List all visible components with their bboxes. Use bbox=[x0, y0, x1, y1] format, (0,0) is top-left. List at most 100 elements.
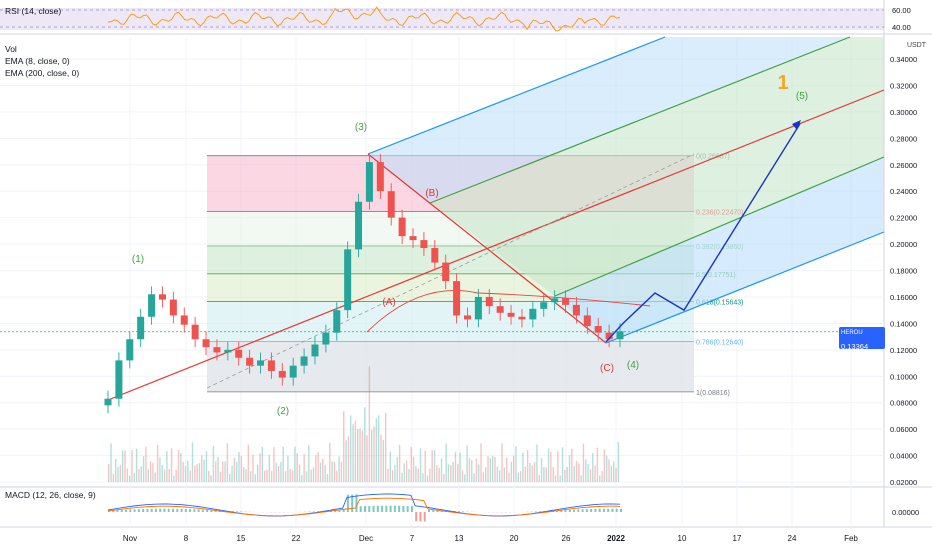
macd-histogram-bar bbox=[594, 508, 597, 512]
volume-bar bbox=[133, 472, 135, 482]
volume-bar bbox=[210, 475, 212, 482]
pitchfork-zone bbox=[368, 37, 850, 203]
x-tick-label: 17 bbox=[733, 534, 742, 543]
volume-bar bbox=[494, 456, 496, 482]
macd-histogram-bar bbox=[137, 509, 140, 512]
candle-body bbox=[126, 339, 134, 361]
volume-bar bbox=[384, 412, 387, 482]
volume-bar bbox=[510, 461, 513, 482]
volume-bar bbox=[464, 474, 466, 482]
volume-bar bbox=[187, 460, 189, 482]
volume-bar bbox=[594, 465, 596, 482]
candle-body bbox=[344, 249, 352, 311]
volume-bar bbox=[280, 461, 282, 482]
macd-histogram-bar bbox=[415, 512, 418, 522]
candle-body bbox=[409, 236, 417, 241]
volume-bar bbox=[480, 443, 482, 482]
volume-bar bbox=[380, 434, 382, 482]
macd-histogram-bar bbox=[159, 508, 162, 512]
volume-bar bbox=[312, 467, 315, 482]
macd-histogram-bar bbox=[620, 508, 622, 512]
volume-bar bbox=[557, 451, 559, 482]
macd-histogram-bar bbox=[602, 508, 605, 512]
macd-histogram-bar bbox=[176, 508, 179, 512]
candle-body bbox=[387, 191, 395, 218]
candle-body bbox=[289, 365, 297, 378]
macd-histogram-bar bbox=[334, 510, 337, 512]
volume-bar bbox=[324, 465, 326, 482]
macd-histogram-bar bbox=[240, 511, 243, 512]
volume-bar bbox=[256, 464, 259, 482]
volume-bar bbox=[601, 470, 603, 482]
macd-histogram-bar bbox=[615, 508, 618, 512]
fib-level-label: 0.618(0.15643) bbox=[696, 300, 743, 307]
pitchfork-line bbox=[554, 156, 885, 297]
candle-body bbox=[431, 248, 439, 263]
rsi-band bbox=[0, 8, 884, 30]
volume-bar bbox=[317, 451, 319, 482]
wave-label: (A) bbox=[382, 297, 395, 308]
candle-body bbox=[420, 240, 428, 249]
macd-histogram-bar bbox=[142, 509, 145, 512]
volume-bar bbox=[545, 467, 547, 482]
macd-histogram-bar bbox=[462, 511, 465, 512]
volume-bar bbox=[166, 451, 168, 482]
volume-bar bbox=[422, 473, 424, 482]
volume-bar bbox=[498, 470, 501, 482]
volume-bar bbox=[450, 465, 452, 482]
volume-bar bbox=[175, 469, 177, 482]
volume-bar bbox=[266, 469, 268, 482]
macd-histogram-bar bbox=[560, 510, 563, 512]
macd-histogram-bar bbox=[351, 494, 354, 512]
volume-bar bbox=[263, 470, 266, 482]
volume-bar bbox=[526, 450, 529, 482]
volume-bar bbox=[352, 424, 354, 482]
macd-histogram-bar bbox=[556, 510, 558, 512]
volume-bar bbox=[466, 445, 468, 482]
candle-body bbox=[442, 262, 450, 282]
volume-bar bbox=[189, 470, 191, 482]
candle-body bbox=[485, 296, 493, 307]
volume-bar bbox=[287, 455, 289, 482]
macd-histogram-bar bbox=[359, 506, 362, 512]
volume-bar bbox=[163, 469, 166, 482]
wave-label: (B) bbox=[425, 188, 438, 199]
volume-bar bbox=[501, 443, 503, 482]
rsi-legend: RSI (14, close) bbox=[5, 6, 62, 16]
volume-bar bbox=[543, 467, 545, 482]
macd-histogram-bar bbox=[393, 505, 396, 512]
macd-histogram-bar bbox=[598, 508, 601, 512]
volume-bar bbox=[373, 426, 375, 482]
volume-bar bbox=[415, 466, 417, 482]
candle-body bbox=[562, 298, 570, 305]
volume-bar bbox=[322, 458, 324, 482]
macd-histogram-bar bbox=[534, 511, 537, 512]
volume-bar bbox=[222, 461, 224, 482]
volume-bar bbox=[445, 443, 447, 482]
pitchfork-line bbox=[367, 36, 666, 155]
volume-bar bbox=[275, 462, 277, 482]
volume-bar bbox=[603, 449, 606, 482]
volume-bar bbox=[294, 446, 296, 482]
volume-bar bbox=[359, 428, 361, 482]
volume-bar bbox=[580, 475, 582, 482]
macd-histogram-bar bbox=[428, 509, 430, 512]
y-tick-label: 0.08000 bbox=[890, 399, 917, 408]
volume-bar bbox=[531, 465, 533, 482]
volume-bar bbox=[114, 458, 117, 482]
candle-body bbox=[213, 347, 221, 353]
candle-body bbox=[518, 316, 526, 320]
macd-histogram-bar bbox=[346, 494, 349, 512]
volume-bar bbox=[289, 468, 291, 482]
currency-label: USDT bbox=[906, 42, 926, 49]
macd-histogram-bar bbox=[342, 509, 345, 512]
volume-bar bbox=[296, 453, 298, 482]
volume-bar bbox=[191, 442, 194, 482]
x-tick-label: 20 bbox=[510, 534, 519, 543]
x-tick-label: 24 bbox=[788, 534, 797, 543]
volume-bar bbox=[219, 471, 222, 482]
y-tick-label: 0.18000 bbox=[890, 267, 917, 276]
volume-bar bbox=[354, 420, 357, 482]
macd-histogram-bar bbox=[129, 509, 132, 512]
